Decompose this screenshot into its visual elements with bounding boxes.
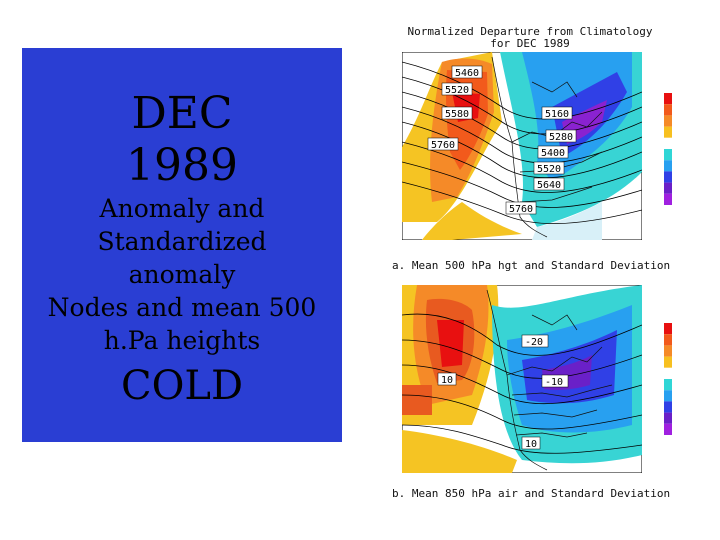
- bottom-map-coastlines: [486, 289, 613, 471]
- color-scale-swatch: [664, 193, 672, 205]
- color-scale-swatch: [664, 160, 672, 172]
- contour-label: 5760: [509, 204, 533, 215]
- contour-label: 5580: [445, 109, 469, 120]
- panel-year: 1989: [126, 140, 238, 191]
- color-scale-swatch: [664, 379, 672, 391]
- contour-label: 5520: [537, 164, 561, 175]
- subtitle-line: h.Pa heights: [103, 326, 261, 355]
- subtitle-line: anomaly: [128, 260, 236, 289]
- figure-title-line1: Normalized Departure from Climatology: [407, 25, 653, 38]
- bottom-map-contours: [402, 313, 642, 454]
- color-scale-swatch: [664, 323, 672, 335]
- figure-title-line2: for DEC 1989: [490, 37, 570, 50]
- contour-label: 5400: [541, 148, 565, 159]
- color-scale-swatch: [664, 149, 672, 161]
- bottom-map: -20 10 -10 10: [402, 285, 642, 473]
- contour-label: 5280: [549, 132, 573, 143]
- contour-label: 10: [525, 439, 537, 450]
- contour-label: 5520: [445, 85, 469, 96]
- panel-verdict: COLD: [120, 363, 244, 409]
- color-scale-swatch: [664, 334, 672, 346]
- contour-label: 5640: [537, 180, 561, 191]
- color-scale-swatch: [664, 171, 672, 183]
- color-scale-swatch: [664, 423, 672, 435]
- contour-label: -10: [545, 377, 563, 388]
- color-scale-swatch: [664, 115, 672, 127]
- contour-label: 5760: [431, 140, 455, 151]
- contour-label: -20: [525, 337, 543, 348]
- subtitle-line: Nodes and mean 500: [47, 293, 317, 322]
- bottom-map-labels: -20 10 -10 10: [437, 334, 569, 450]
- top-map-labels: 5460 5520 5580 5760 5160 5280 5400 5520 …: [427, 65, 577, 215]
- color-scale-swatch: [664, 182, 672, 194]
- color-scale-swatch: [664, 356, 672, 368]
- color-scale-swatch: [664, 401, 672, 413]
- title-panel: [22, 48, 342, 442]
- subtitle-line: Standardized: [97, 227, 267, 256]
- top-color-scale: [664, 93, 672, 205]
- color-scale-swatch: [664, 104, 672, 116]
- color-scale-swatch: [664, 390, 672, 402]
- color-scale-swatch: [664, 412, 672, 424]
- color-scale-swatch: [664, 137, 672, 149]
- contour-label: 5160: [545, 109, 569, 120]
- top-map-caption: a. Mean 500 hPa hgt and Standard Deviati…: [392, 259, 671, 272]
- bottom-color-scale: [664, 323, 672, 435]
- contour-label: 5460: [455, 68, 479, 79]
- color-scale-swatch: [664, 93, 672, 105]
- color-scale-swatch: [664, 345, 672, 357]
- panel-subtitle: Anomaly and Standardized anomaly Nodes a…: [22, 192, 342, 357]
- color-scale-swatch: [664, 126, 672, 138]
- color-scale-swatch: [664, 367, 672, 379]
- panel-month: DEC: [131, 88, 233, 139]
- top-map: 5460 5520 5580 5760 5160 5280 5400 5520 …: [402, 52, 642, 240]
- bottom-map-caption: b. Mean 850 hPa air and Standard Deviati…: [392, 487, 671, 500]
- contour-label: 10: [441, 375, 453, 386]
- top-map-contours: [402, 61, 642, 225]
- subtitle-line: Anomaly and: [99, 194, 265, 223]
